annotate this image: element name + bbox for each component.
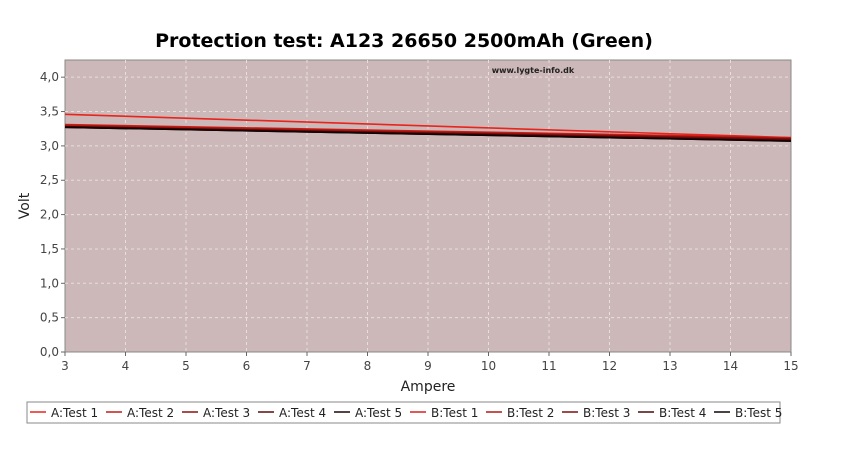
y-tick-label: 3,5 <box>40 105 59 119</box>
x-tick-label: 12 <box>602 359 617 373</box>
legend-label: A:Test 3 <box>203 406 250 420</box>
grid <box>65 60 791 352</box>
x-tick-label: 6 <box>243 359 251 373</box>
x-tick-label: 5 <box>182 359 190 373</box>
y-tick-label: 2,0 <box>40 208 59 222</box>
legend-label: B:Test 4 <box>659 406 706 420</box>
x-tick-label: 15 <box>783 359 798 373</box>
legend-label: A:Test 5 <box>355 406 402 420</box>
legend-label: B:Test 1 <box>431 406 478 420</box>
legend: A:Test 1 A:Test 2 A:Test 3 A:Test 4 A:Test 5… <box>26 401 782 424</box>
y-tick-label: 3,0 <box>40 139 59 153</box>
x-tick-label: 3 <box>61 359 69 373</box>
x-tick-label: 7 <box>303 359 311 373</box>
legend-label: A:Test 1 <box>51 406 98 420</box>
watermark: www.lygte-info.dk <box>492 66 575 75</box>
x-tick-label: 9 <box>424 359 432 373</box>
legend-label: B:Test 5 <box>735 406 782 420</box>
x-tick-label: 14 <box>723 359 738 373</box>
y-axis-label: Volt <box>17 192 33 219</box>
y-tick-label: 0,5 <box>40 311 59 325</box>
x-tick-label: 4 <box>122 359 130 373</box>
series-line-7 <box>64 124 792 140</box>
x-tick-label: 11 <box>541 359 556 373</box>
legend-label: A:Test 4 <box>279 406 326 420</box>
legend-label: A:Test 2 <box>127 406 174 420</box>
series-layer <box>64 113 792 142</box>
series-line-10 <box>64 126 792 142</box>
y-tick-label: 1,5 <box>40 242 59 256</box>
y-tick-label: 0,0 <box>40 345 59 359</box>
series-line-1 <box>64 113 792 139</box>
axes: 3 4 5 6 7 8 9 10 11 12 13 14 15 0,0 0,5 1,0 1,5 2,0 2,5 3,0… <box>40 70 799 373</box>
y-tick-label: 2,5 <box>40 173 59 187</box>
x-tick-label: 13 <box>662 359 677 373</box>
chart-title: Protection test: A123 26650 2500mAh (Gre… <box>155 30 653 52</box>
legend-label: B:Test 3 <box>583 406 630 420</box>
x-tick-label: 8 <box>364 359 372 373</box>
y-tick-label: 4,0 <box>40 70 59 84</box>
y-tick-label: 1,0 <box>40 276 59 290</box>
x-axis-label: Ampere <box>401 379 456 395</box>
x-tick-label: 10 <box>481 359 496 373</box>
legend-box <box>26 401 781 424</box>
legend-label: B:Test 2 <box>507 406 554 420</box>
